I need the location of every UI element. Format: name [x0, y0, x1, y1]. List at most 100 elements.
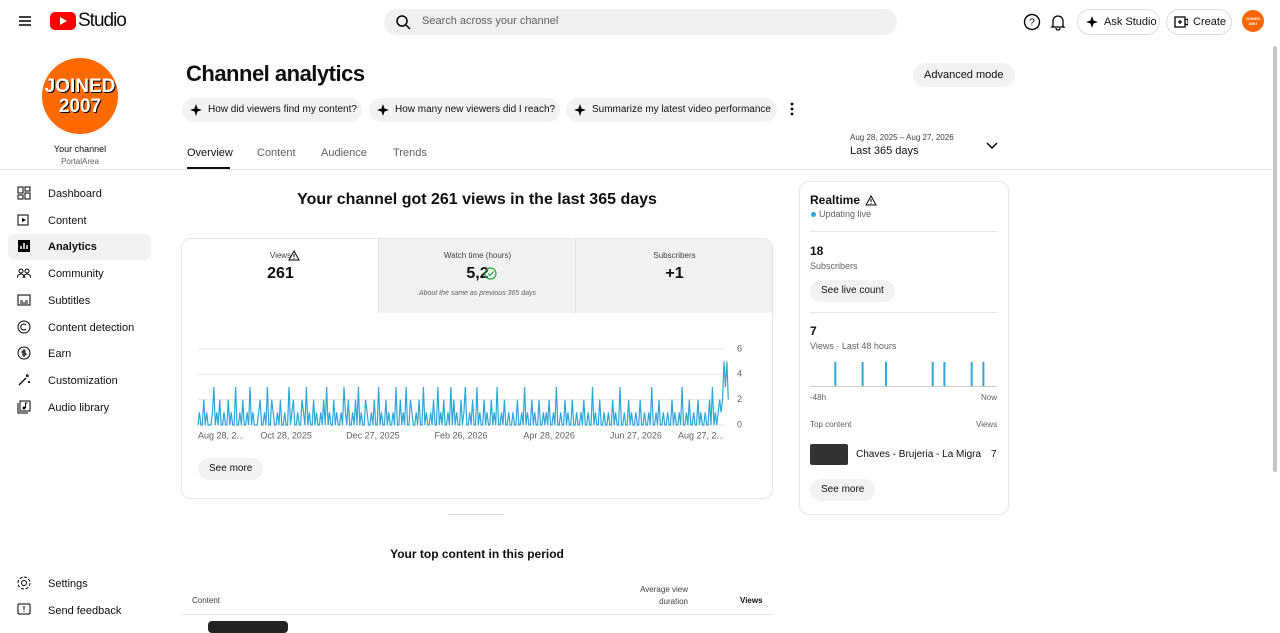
prompt-chip[interactable]: How many new viewers did I reach? [369, 98, 560, 122]
nav-icon [17, 186, 31, 200]
search-placeholder: Search across your channel [422, 15, 559, 27]
tabs-divider [0, 169, 1272, 170]
x-tick-label: Oct 28, 2025 [260, 430, 312, 440]
prompt-chip[interactable]: Summarize my latest video performance [566, 98, 777, 122]
bar [861, 362, 864, 386]
realtime-chart: -48h Now [810, 362, 997, 402]
thumbnail[interactable] [810, 444, 848, 465]
y-tick-label: 4 [737, 369, 742, 379]
x-tick-label: Jun 27, 2026 [610, 430, 662, 440]
warning-icon [865, 195, 877, 206]
bell-icon[interactable] [1050, 13, 1066, 31]
create-button[interactable]: Create [1166, 9, 1232, 35]
tab[interactable]: Audience [321, 147, 367, 159]
nav-item[interactable]: Content detection [8, 315, 151, 341]
nav-item[interactable]: Send feedback [8, 598, 151, 624]
bar [943, 362, 946, 386]
tab[interactable]: Overview [187, 147, 233, 159]
check-icon [484, 267, 497, 280]
metric-label: Watch time (hours) [443, 251, 512, 260]
period-chevron[interactable] [986, 142, 998, 150]
headline: Your channel got 261 views in the last 3… [297, 191, 657, 208]
thumbnail[interactable] [208, 621, 288, 633]
create-label: Create [1193, 16, 1227, 28]
metrics-card: Views 261 Watch time (hours) 5,2 About the s… [181, 238, 773, 499]
nav-item[interactable]: Dashboard [8, 181, 151, 207]
nav-label: Audio library [48, 401, 110, 414]
metric-value: +1 [665, 265, 684, 282]
prompt-label: How many new viewers did I reach? [395, 104, 556, 115]
nav-item[interactable]: Content [8, 208, 151, 234]
views-line [197, 361, 729, 426]
more-icon[interactable] [788, 102, 796, 116]
subscriber-label: Subscribers [810, 261, 858, 271]
y-tick-label: 2 [737, 394, 742, 404]
nav-icon [17, 214, 29, 226]
divider [810, 312, 997, 313]
help-icon[interactable]: ? [1023, 13, 1041, 31]
search-icon [396, 15, 411, 30]
nav-label: Subtitles [48, 294, 91, 307]
nav-label: Community [48, 268, 104, 281]
nav-icon [17, 400, 31, 414]
see-more-button[interactable]: See more [198, 458, 264, 480]
nav-item[interactable]: Analytics [8, 234, 151, 261]
nav-item[interactable]: Community [8, 261, 151, 287]
channel-avatar[interactable]: JOINED 2007 [42, 58, 118, 134]
account-avatar[interactable]: JOINED 2007 [1242, 10, 1264, 32]
nav-label: Analytics [48, 241, 97, 254]
advanced-mode-button[interactable]: Advanced mode [913, 63, 1015, 87]
sparkle-icon [190, 104, 202, 116]
column-header: Content [192, 596, 221, 605]
x-tick-label: Now [981, 393, 997, 402]
avatar-line: 2007 [1248, 21, 1258, 26]
tab[interactable]: Trends [393, 147, 427, 159]
divider [378, 239, 379, 313]
nav-label: Send feedback [48, 604, 122, 617]
live-count-button[interactable]: See live count [810, 280, 895, 302]
nav-item[interactable]: Customization [8, 368, 151, 394]
metric-label: Views [269, 251, 292, 260]
period[interactable]: Last 365 days [850, 145, 919, 157]
scrollbar[interactable] [1273, 46, 1277, 472]
top-item-title[interactable]: Chaves - Brujeria - La Migra [856, 449, 982, 460]
nav-label: Settings [48, 578, 88, 590]
divider [182, 614, 772, 615]
page-title: Channel analytics [186, 61, 365, 86]
realtime-title: Realtime [810, 193, 861, 207]
nav-icon [17, 294, 31, 306]
warning-icon [288, 250, 300, 261]
sparkle-icon [1086, 16, 1098, 28]
live-dot [811, 212, 816, 217]
ask-studio-button[interactable]: Ask Studio [1077, 9, 1160, 35]
realtime-status: Updating live [819, 209, 872, 219]
bar [884, 362, 887, 386]
nav-icon [17, 346, 31, 360]
x-tick-label: Feb 26, 2026 [434, 430, 487, 440]
create-icon [1174, 16, 1188, 28]
logo-icon [50, 12, 76, 30]
column-header: Views [740, 596, 763, 605]
prompt-label: Summarize my latest video performance [592, 104, 771, 115]
divider [575, 239, 576, 313]
see-more-button[interactable]: See more [810, 479, 876, 501]
bar [834, 362, 837, 386]
avatar-line: JOINED [44, 76, 116, 97]
tab[interactable]: Content [257, 147, 296, 159]
bar [931, 362, 934, 386]
menu-icon[interactable] [18, 14, 32, 28]
nav-item[interactable]: Settings [8, 571, 151, 597]
search-box[interactable]: Search across your channel [384, 9, 897, 35]
metric-value: 5,2 [466, 265, 489, 282]
divider [448, 514, 504, 515]
nav-icon [17, 603, 31, 614]
nav-item[interactable]: Subtitles [8, 288, 151, 314]
bar [970, 362, 973, 386]
nav-label: Dashboard [48, 188, 102, 200]
nav-icon [17, 576, 31, 590]
x-tick-label: Dec 27, 2025 [346, 430, 400, 440]
nav-item[interactable]: Earn [8, 341, 151, 367]
prompt-chip[interactable]: How did viewers find my content? [182, 98, 362, 122]
nav-item[interactable]: Audio library [8, 395, 151, 421]
logo-text[interactable]: Studio [78, 10, 127, 31]
